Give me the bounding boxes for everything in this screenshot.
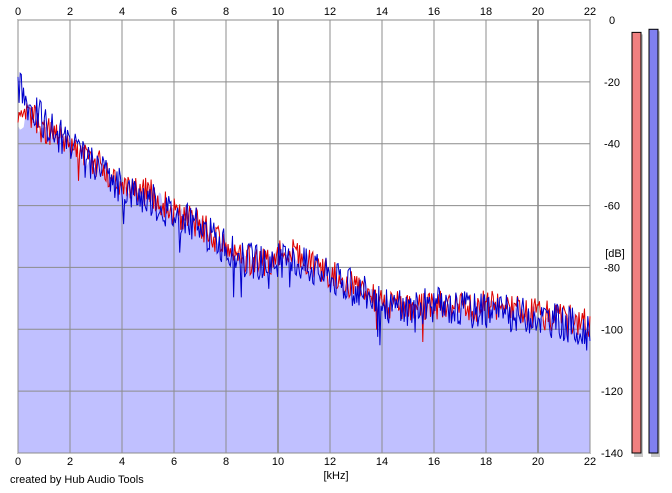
x-tick-label-top: 2 [67, 6, 73, 18]
spectrum-fill-layer [18, 106, 590, 453]
x-tick-label-top: 20 [532, 6, 544, 18]
credit-text: created by Hub Audio Tools [10, 474, 144, 486]
x-tick-label-top: 0 [15, 6, 21, 18]
x-tick-label-top: 18 [480, 6, 492, 18]
x-tick-label-bottom: 14 [376, 456, 388, 468]
level-meter-right [648, 28, 659, 454]
y-tick-label: -40 [604, 139, 620, 151]
x-tick-label-bottom: 22 [584, 456, 596, 468]
x-tick-label-top: 4 [119, 6, 125, 18]
x-tick-label-bottom: 4 [119, 456, 125, 468]
y-tick-label: -120 [601, 386, 623, 398]
x-tick-label-top: 12 [324, 6, 336, 18]
level-meter-left [631, 31, 642, 454]
x-axis-label: [kHz] [323, 470, 348, 482]
level-meters [631, 28, 660, 458]
x-tick-label-bottom: 20 [532, 456, 544, 468]
x-tick-label-bottom: 18 [480, 456, 492, 468]
x-tick-label-top: 6 [171, 6, 177, 18]
x-tick-label-top: 10 [272, 6, 284, 18]
x-tick-label-top: 22 [584, 6, 596, 18]
x-tick-label-bottom: 0 [15, 456, 21, 468]
y-tick-label: -140 [601, 448, 623, 460]
x-tick-label-bottom: 16 [428, 456, 440, 468]
series-line-2 [17, 72, 591, 351]
grid-layer [17, 19, 591, 454]
y-tick-label: 0 [609, 15, 615, 27]
x-tick-label-bottom: 2 [67, 456, 73, 468]
x-tick-label-top: 14 [376, 6, 388, 18]
x-tick-label-bottom: 8 [223, 456, 229, 468]
x-tick-label-bottom: 12 [324, 456, 336, 468]
series-layer [17, 72, 591, 351]
y-tick-label: -80 [604, 262, 620, 274]
y-axis-label: [dB] [605, 248, 625, 260]
y-tick-label: -60 [604, 201, 620, 213]
x-tick-label-bottom: 6 [171, 456, 177, 468]
y-tick-label: -20 [604, 77, 620, 89]
x-tick-label-top: 8 [223, 6, 229, 18]
x-tick-label-bottom: 10 [272, 456, 284, 468]
spectrum-fill [18, 106, 590, 453]
x-tick-label-top: 16 [428, 6, 440, 18]
tick-labels: 002244668810101212141416161818202022220-… [15, 6, 623, 468]
series-line-1 [17, 103, 591, 343]
y-tick-label: -100 [601, 324, 623, 336]
